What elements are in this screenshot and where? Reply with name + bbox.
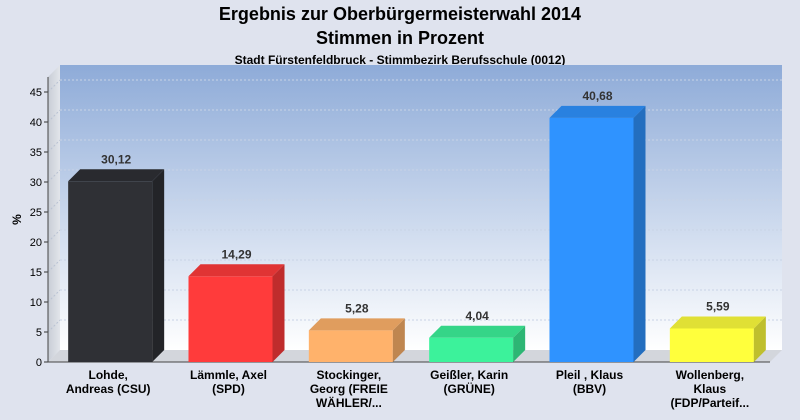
gridline-diag bbox=[47, 139, 61, 153]
x-tick-label-line: Lohde, bbox=[89, 368, 128, 382]
bar-front bbox=[188, 276, 273, 362]
x-tick-label: Geißler, Karin (GRÜNE) bbox=[430, 368, 508, 396]
x-tick-label-line: Georg (FREIE bbox=[310, 382, 388, 396]
x-tick-label-line: (FDP/Parteif... bbox=[670, 396, 749, 410]
y-tick-label: 40 bbox=[30, 117, 42, 129]
bar-0 bbox=[68, 169, 165, 362]
y-tick-label: 35 bbox=[30, 147, 42, 159]
y-axis-label: % bbox=[10, 214, 24, 225]
bar-front bbox=[308, 330, 393, 362]
x-tick-label-line: (SPD) bbox=[212, 382, 245, 396]
x-tick-label-line: Andreas (CSU) bbox=[66, 382, 151, 396]
data-label: 14,29 bbox=[221, 247, 251, 261]
bar-front bbox=[549, 117, 634, 362]
y-tick-label: 20 bbox=[30, 237, 42, 249]
y-tick-label: 25 bbox=[30, 207, 42, 219]
bar-side bbox=[753, 316, 766, 362]
bar-top bbox=[308, 318, 405, 331]
bar-top bbox=[68, 169, 165, 182]
gridline-diag bbox=[47, 79, 61, 93]
data-label: 5,59 bbox=[706, 299, 730, 313]
x-tick-label-line: Wollenberg, bbox=[676, 368, 744, 382]
gridline-diag bbox=[47, 319, 61, 333]
bar-4 bbox=[549, 105, 646, 363]
x-tick-label: Wollenberg, Klaus (FDP/Parteif... bbox=[670, 368, 749, 410]
data-label: 5,28 bbox=[345, 301, 369, 315]
y-tick-label: 15 bbox=[30, 267, 42, 279]
chart-subtitle: Stimmen in Prozent bbox=[315, 28, 485, 48]
x-tick-label-line: (GRÜNE) bbox=[444, 381, 495, 396]
data-label: 4,04 bbox=[465, 309, 489, 323]
bar-side bbox=[513, 325, 526, 362]
bar-side bbox=[272, 264, 285, 362]
gridline-diag bbox=[47, 259, 61, 273]
gridline-diag bbox=[47, 229, 61, 243]
x-tick-label-line: WÄHLER/... bbox=[316, 395, 382, 410]
bar-front bbox=[429, 337, 514, 362]
bar-1 bbox=[188, 264, 285, 362]
gridline-diag bbox=[47, 199, 61, 213]
plot-back-wall bbox=[60, 65, 782, 350]
bar-side bbox=[392, 318, 405, 362]
y-tick-label: 30 bbox=[30, 177, 42, 189]
x-tick-label-line: Lämmle, Axel bbox=[190, 368, 267, 382]
x-tick-label: Lohde, Andreas (CSU) bbox=[66, 368, 151, 396]
x-tick-label: Stockinger, Georg (FREIE WÄHLER/... bbox=[310, 368, 388, 410]
chart-caption: Stadt Fürstenfeldbruck - Stimmbezirk Ber… bbox=[234, 53, 566, 67]
x-tick-label-line: (BBV) bbox=[573, 382, 606, 396]
y-tick-label: 0 bbox=[36, 357, 42, 369]
x-tick-label-line: Pleil , Klaus bbox=[556, 368, 624, 382]
x-tick-label: Lämmle, Axel (SPD) bbox=[190, 368, 267, 396]
bar-front bbox=[669, 328, 754, 362]
x-tick-label-line: Klaus bbox=[693, 382, 726, 396]
bar-2 bbox=[308, 318, 405, 362]
y-tick-label: 10 bbox=[30, 297, 42, 309]
gridline-diag bbox=[47, 169, 61, 183]
gridline-diag bbox=[47, 109, 61, 123]
bar-3 bbox=[429, 325, 526, 362]
bar-top bbox=[188, 264, 285, 277]
y-tick-label: 45 bbox=[30, 87, 42, 99]
data-label: 30,12 bbox=[101, 152, 131, 166]
bar-side bbox=[633, 105, 646, 363]
x-tick-label-line: Geißler, Karin bbox=[430, 368, 508, 382]
x-tick-label-line: Stockinger, bbox=[316, 368, 381, 382]
bar-side bbox=[152, 169, 165, 362]
bar-top bbox=[549, 105, 646, 118]
chart-title: Ergebnis zur Oberbürgermeisterwahl 2014 bbox=[218, 4, 582, 24]
data-label: 40,68 bbox=[582, 89, 612, 103]
gridline-diag bbox=[47, 289, 61, 303]
plot-side-wall bbox=[48, 65, 60, 362]
bar-5 bbox=[669, 316, 766, 362]
bar-top bbox=[429, 325, 526, 338]
bar-front bbox=[68, 181, 153, 362]
y-tick-label: 5 bbox=[36, 327, 42, 339]
x-tick-label: Pleil , Klaus (BBV) bbox=[556, 368, 624, 396]
bar-top bbox=[669, 316, 766, 329]
